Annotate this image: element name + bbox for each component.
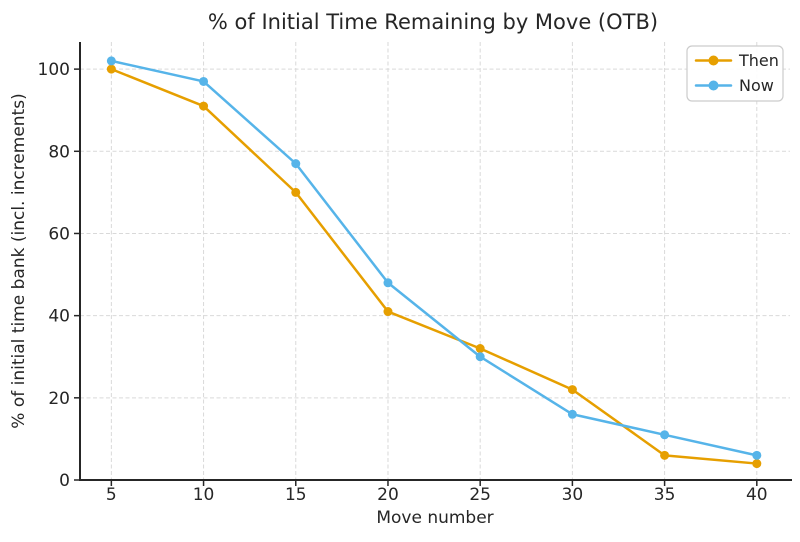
data-point-now-35 xyxy=(660,430,670,440)
legend-marker-then xyxy=(708,55,719,66)
axis-layer: 5 10 15 20 25 30 35 40 0 20 40 60 80 100 xyxy=(38,42,792,505)
data-point-then-30 xyxy=(567,385,577,395)
legend-label-then: Then xyxy=(738,51,779,70)
x-tick-label-30: 30 xyxy=(562,485,584,505)
data-point-now-15 xyxy=(291,159,301,169)
legend-item-now: Now xyxy=(694,76,774,95)
data-point-now-10 xyxy=(199,76,209,86)
y-tick-label-80: 80 xyxy=(48,142,70,162)
y-tick-label-60: 60 xyxy=(48,224,70,244)
data-point-now-25 xyxy=(475,352,485,362)
data-point-then-20 xyxy=(383,307,393,317)
data-point-now-5 xyxy=(106,56,116,66)
x-tick-label-15: 15 xyxy=(285,485,307,505)
data-point-then-25 xyxy=(475,344,485,354)
data-point-then-40 xyxy=(752,459,762,469)
legend: Then Now xyxy=(686,45,784,102)
x-axis-label: Move number xyxy=(376,508,493,528)
y-tick-label-100: 100 xyxy=(38,60,70,80)
legend-label-now: Now xyxy=(739,76,774,95)
data-point-then-10 xyxy=(199,101,209,111)
x-tick-label-25: 25 xyxy=(469,485,491,505)
legend-item-then: Then xyxy=(694,51,779,70)
y-tick-label-0: 0 xyxy=(59,471,70,491)
y-axis-label: % of initial time bank (incl. increments… xyxy=(9,93,29,428)
data-point-now-30 xyxy=(567,409,577,419)
data-point-then-5 xyxy=(106,64,116,74)
data-point-then-35 xyxy=(660,450,670,460)
y-tick-label-20: 20 xyxy=(48,389,70,409)
x-tick-label-5: 5 xyxy=(106,485,117,505)
x-tick-label-20: 20 xyxy=(377,485,399,505)
x-tick-label-35: 35 xyxy=(654,485,676,505)
grid-layer xyxy=(80,42,790,481)
series-line-then xyxy=(110,67,759,465)
series-line-now xyxy=(110,59,759,457)
y-tick-label-40: 40 xyxy=(48,307,70,327)
data-point-now-40 xyxy=(752,450,762,460)
legend-marker-now xyxy=(708,80,719,91)
x-tick-label-40: 40 xyxy=(746,485,768,505)
x-tick-label-10: 10 xyxy=(193,485,215,505)
data-point-then-15 xyxy=(291,187,301,197)
chart-title: % of Initial Time Remaining by Move (OTB… xyxy=(208,10,658,34)
series-layer xyxy=(106,56,762,469)
data-point-now-20 xyxy=(383,278,393,288)
